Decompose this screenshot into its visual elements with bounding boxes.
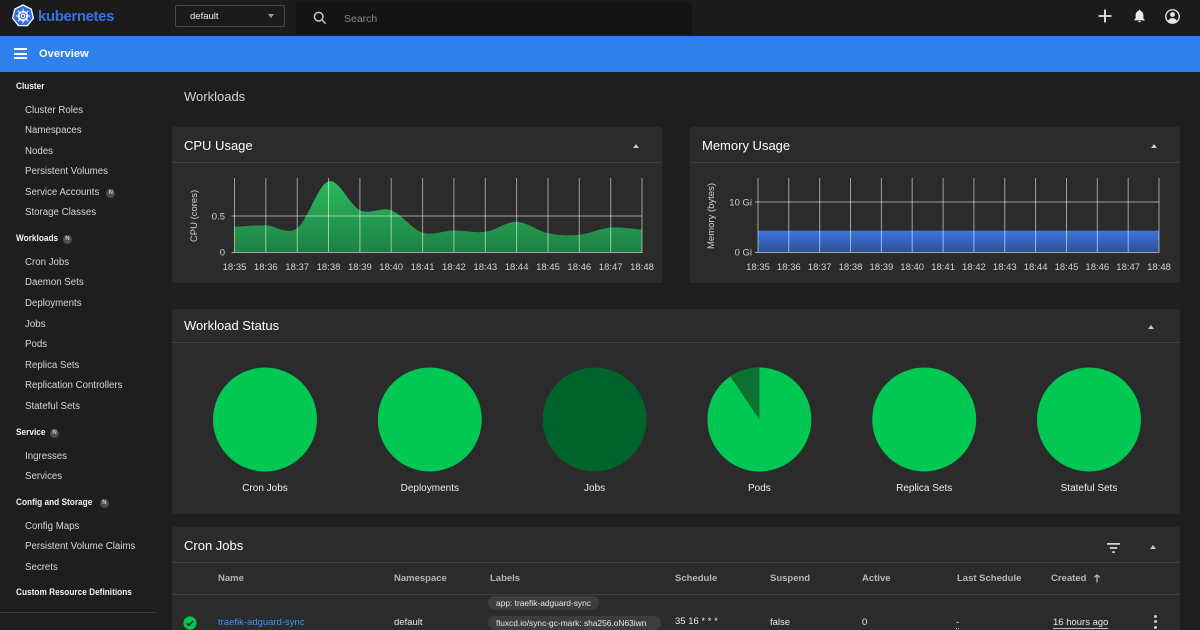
svg-text:18:46: 18:46 xyxy=(1085,262,1109,273)
svg-text:18:42: 18:42 xyxy=(962,262,986,273)
svg-text:0: 0 xyxy=(220,248,225,259)
svg-text:CPU (cores): CPU (cores) xyxy=(189,190,200,242)
svg-text:18:45: 18:45 xyxy=(1055,262,1079,273)
svg-text:18:41: 18:41 xyxy=(411,262,435,273)
svg-text:18:36: 18:36 xyxy=(254,262,278,273)
svg-text:18:35: 18:35 xyxy=(746,262,770,273)
svg-text:18:39: 18:39 xyxy=(870,262,894,273)
svg-text:18:37: 18:37 xyxy=(285,262,309,273)
svg-text:18:46: 18:46 xyxy=(567,262,591,273)
svg-text:0.5: 0.5 xyxy=(212,212,225,223)
svg-text:18:45: 18:45 xyxy=(536,262,560,273)
svg-text:18:47: 18:47 xyxy=(599,262,623,273)
svg-text:18:48: 18:48 xyxy=(630,262,654,273)
svg-text:18:35: 18:35 xyxy=(223,262,247,273)
svg-text:18:44: 18:44 xyxy=(1024,262,1048,273)
svg-text:18:48: 18:48 xyxy=(1147,262,1171,273)
svg-text:18:44: 18:44 xyxy=(505,262,529,273)
svg-text:18:47: 18:47 xyxy=(1116,262,1140,273)
svg-text:10 Gi: 10 Gi xyxy=(729,198,752,209)
svg-text:18:38: 18:38 xyxy=(839,262,863,273)
svg-text:18:38: 18:38 xyxy=(317,262,341,273)
svg-text:18:36: 18:36 xyxy=(777,262,801,273)
svg-text:18:43: 18:43 xyxy=(993,262,1017,273)
svg-text:18:43: 18:43 xyxy=(473,262,497,273)
svg-text:18:41: 18:41 xyxy=(931,262,955,273)
svg-text:18:42: 18:42 xyxy=(442,262,466,273)
svg-text:18:37: 18:37 xyxy=(808,262,832,273)
svg-text:Memory (bytes): Memory (bytes) xyxy=(706,183,717,249)
svg-text:18:40: 18:40 xyxy=(900,262,924,273)
svg-text:0 Gi: 0 Gi xyxy=(735,248,752,259)
svg-text:18:40: 18:40 xyxy=(379,262,403,273)
svg-text:18:39: 18:39 xyxy=(348,262,372,273)
